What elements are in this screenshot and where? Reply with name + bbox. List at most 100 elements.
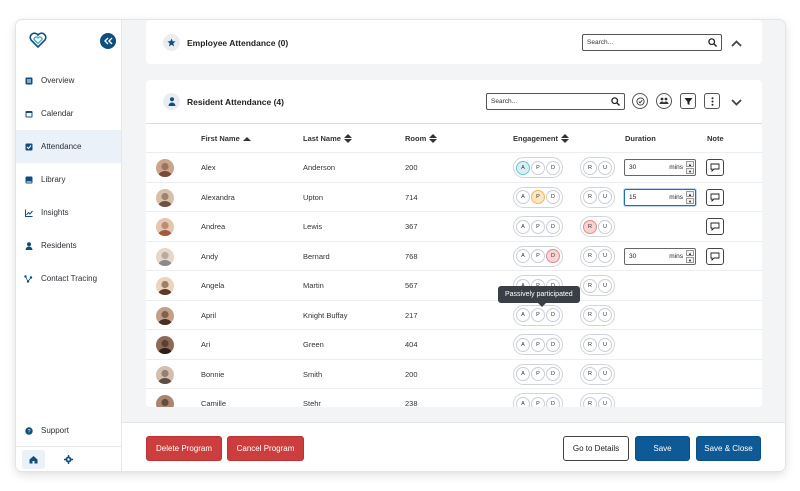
engagement-u-button[interactable]: U [598, 337, 612, 352]
engagement-p-button[interactable]: P [531, 190, 545, 204]
engagement-a-button[interactable]: A [516, 249, 530, 263]
stepper-down-icon[interactable]: ▼ [686, 256, 694, 263]
duration-input[interactable]: 15 mins ▲ ▼ [624, 188, 696, 206]
column-header-first-name[interactable]: First Name [201, 134, 251, 143]
note-button[interactable] [706, 159, 724, 176]
column-header-engagement[interactable]: Engagement [513, 134, 570, 143]
engagement-r-button[interactable]: R [583, 308, 597, 322]
sidebar-item-calendar[interactable]: Calendar [16, 97, 121, 130]
sidebar-item-insights[interactable]: Insights [16, 196, 121, 229]
engagement-p-button[interactable]: P [531, 249, 545, 263]
engagement-r-button[interactable]: R [583, 396, 597, 407]
engagement-u-button[interactable]: U [598, 219, 612, 234]
engagement-r-button[interactable]: R [583, 367, 597, 381]
engagement-a-button[interactable]: A [516, 396, 530, 407]
engagement-d-button[interactable]: D [546, 160, 560, 175]
engagement-d-button[interactable]: D [546, 367, 560, 381]
employee-attendance-panel: Employee Attendance (0) Search... [146, 20, 762, 64]
collapse-employee-button[interactable] [730, 38, 742, 48]
engagement-u-button[interactable]: U [598, 249, 612, 263]
engagement-a-button[interactable]: A [516, 367, 530, 381]
stepper-up-icon[interactable]: ▲ [686, 161, 694, 167]
engagement-r-button[interactable]: R [583, 190, 597, 204]
engagement-u-button[interactable]: U [598, 308, 612, 322]
duration-stepper[interactable]: ▲ ▼ [686, 249, 694, 263]
delete-program-button[interactable]: Delete Program [146, 436, 222, 461]
duration-input[interactable]: 30 mins ▲ ▼ [624, 159, 696, 176]
table-row: Alexandra Upton 714 A P D R U 15 mins ▲ ▼ [146, 181, 762, 212]
sort-icon [343, 134, 352, 143]
go-to-details-button[interactable]: Go to Details [563, 436, 629, 461]
column-header-last-name[interactable]: Last Name [303, 134, 352, 143]
stepper-up-icon[interactable]: ▲ [686, 190, 694, 197]
engagement-p-button[interactable]: P [531, 160, 545, 175]
cancel-program-button[interactable]: Cancel Program [227, 436, 304, 461]
mark-all-button[interactable] [632, 93, 648, 109]
column-label: Duration [625, 134, 656, 143]
stepper-down-icon[interactable]: ▼ [686, 197, 694, 204]
note-button[interactable] [706, 247, 724, 265]
filter-button[interactable] [680, 93, 696, 109]
engagement-p-button[interactable]: P [531, 308, 545, 322]
sidebar-item-residents[interactable]: Residents [16, 229, 121, 262]
column-header-room[interactable]: Room [405, 134, 438, 143]
engagement-u-button[interactable]: U [598, 190, 612, 204]
engagement-a-button[interactable]: A [516, 190, 530, 204]
duration-value: 30 [629, 252, 637, 260]
settings-button[interactable] [61, 451, 75, 468]
duration-stepper[interactable]: ▲ ▼ [686, 190, 694, 204]
resident-search-input[interactable]: Search... [486, 93, 625, 110]
engagement-d-button[interactable]: D [546, 219, 560, 234]
engagement-r-button[interactable]: R [583, 219, 597, 234]
employee-search-input[interactable]: Search... [582, 34, 722, 51]
collapse-sidebar-button[interactable] [100, 33, 116, 49]
star-icon [163, 34, 180, 51]
engagement-a-button[interactable]: A [516, 308, 530, 322]
engagement-r-button[interactable]: R [583, 249, 597, 263]
note-button[interactable] [706, 188, 724, 206]
engagement-r-button[interactable]: R [583, 278, 597, 293]
logo-icon [29, 31, 47, 49]
stepper-up-icon[interactable]: ▲ [686, 249, 694, 256]
engagement-r-button[interactable]: R [583, 160, 597, 175]
sidebar-item-attendance[interactable]: Attendance [16, 130, 121, 163]
column-label: Engagement [513, 134, 559, 143]
engagement-p-button[interactable]: P [531, 219, 545, 234]
engagement-a-button[interactable]: A [516, 337, 530, 352]
engagement-d-button[interactable]: D [546, 190, 560, 204]
sidebar-item-contact-tracing[interactable]: Contact Tracing [16, 262, 121, 295]
sidebar-item-library[interactable]: Library [16, 163, 121, 196]
engagement-p-button[interactable]: P [531, 337, 545, 352]
engagement-r-button[interactable]: R [583, 337, 597, 352]
engagement-u-button[interactable]: U [598, 160, 612, 175]
group-button[interactable] [656, 93, 672, 109]
room-cell: 367 [405, 222, 418, 231]
home-button[interactable] [22, 450, 45, 469]
engagement-u-button[interactable]: U [598, 278, 612, 293]
engagement-a-button[interactable]: A [516, 219, 530, 234]
engagement-d-button[interactable]: D [546, 249, 560, 263]
more-options-button[interactable] [704, 93, 720, 109]
sidebar-item-overview[interactable]: Overview [16, 64, 121, 97]
engagement-p-button[interactable]: P [531, 367, 545, 381]
sidebar-item-support[interactable]: ? Support [24, 426, 69, 435]
sidebar-item-label: Calendar [41, 109, 74, 118]
engagement-u-button[interactable]: U [598, 396, 612, 407]
note-button[interactable] [706, 218, 724, 235]
engagement-p-button[interactable]: P [531, 396, 545, 407]
engagement-d-button[interactable]: D [546, 396, 560, 407]
engagement-d-button[interactable]: D [546, 337, 560, 352]
save-and-close-button[interactable]: Save & Close [696, 436, 761, 461]
engagement-u-button[interactable]: U [598, 367, 612, 381]
engagement-a-button[interactable]: A [516, 160, 530, 175]
save-button[interactable]: Save [635, 436, 690, 461]
duration-stepper[interactable]: ▲ ▼ [686, 161, 694, 174]
engagement-d-button[interactable]: D [546, 308, 560, 322]
expand-resident-button[interactable] [730, 97, 742, 107]
duration-input[interactable]: 30 mins ▲ ▼ [624, 247, 696, 265]
stepper-down-icon[interactable]: ▼ [686, 168, 694, 174]
